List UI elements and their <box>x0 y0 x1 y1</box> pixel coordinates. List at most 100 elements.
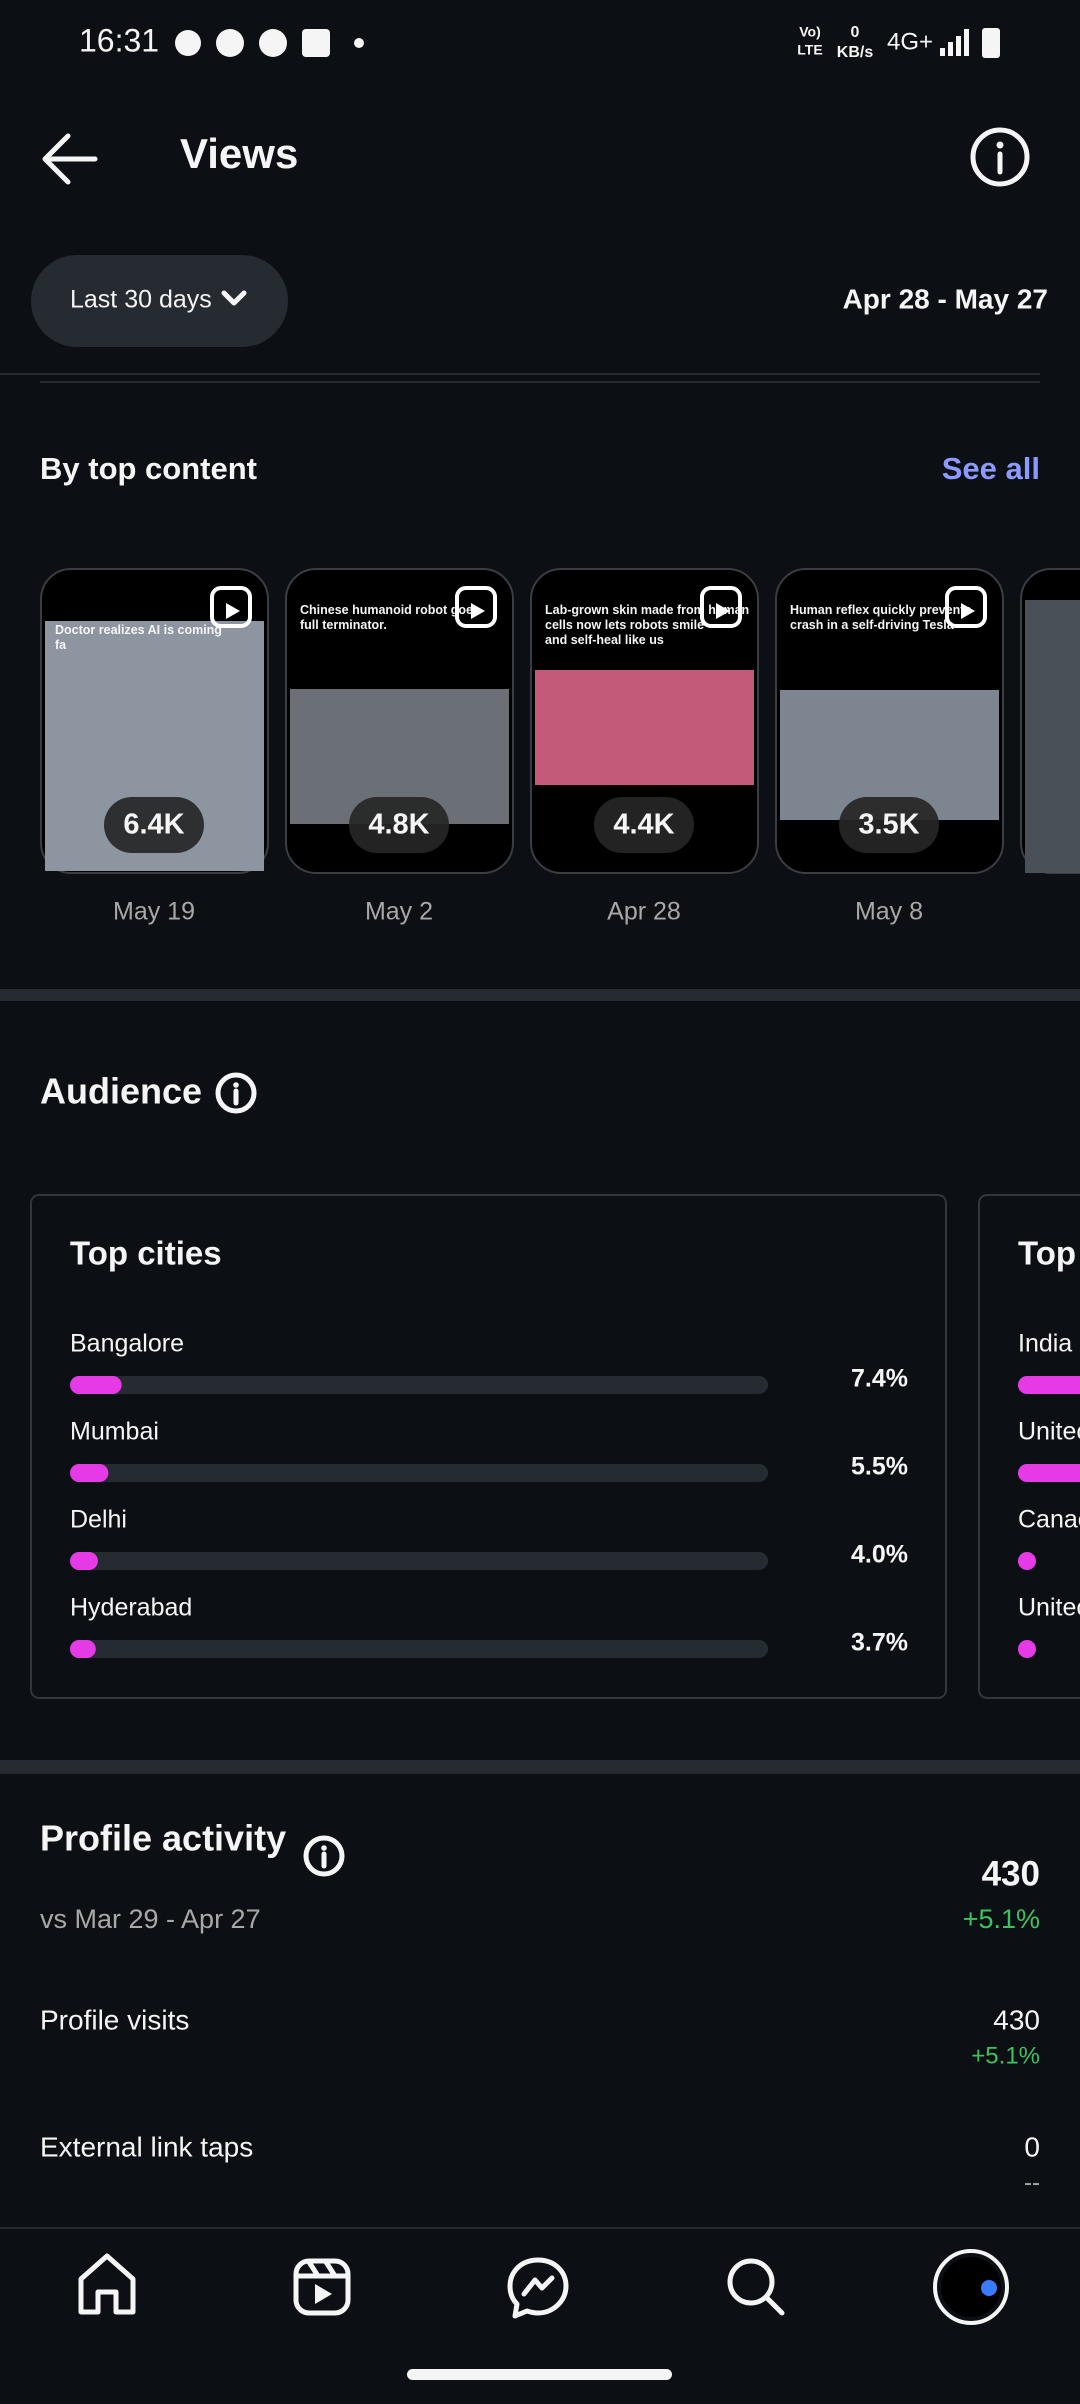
signal-battery <box>940 28 1000 58</box>
card-title: Top cities <box>70 1235 222 1272</box>
comparison-period: vs Mar 29 - Apr 27 <box>40 1904 261 1934</box>
bar <box>70 1552 98 1570</box>
view-badge <box>104 797 204 853</box>
section-separator <box>0 1760 1080 1774</box>
header-title: Views <box>180 130 298 177</box>
city-percent: 4.0% <box>851 1541 908 1569</box>
reel-icon <box>455 586 497 628</box>
bar <box>1018 1376 1080 1394</box>
info-button[interactable] <box>970 127 1030 187</box>
bar <box>70 1376 122 1394</box>
period-dropdown[interactable] <box>31 255 288 347</box>
view-count: 4.4K <box>613 809 674 841</box>
net-speed: 0 <box>851 24 860 41</box>
nav-messenger[interactable] <box>507 2257 569 2319</box>
city-percent: 5.5% <box>851 1453 908 1481</box>
back-button[interactable] <box>42 133 98 185</box>
reel-icon <box>716 603 730 619</box>
post-date: May 2 <box>365 898 433 926</box>
bar <box>70 1464 109 1482</box>
thumbnail-caption: Lab-grown skin made from human cells now … <box>545 603 749 647</box>
city-percent: 3.7% <box>851 1629 908 1657</box>
reel-icon <box>700 586 742 628</box>
post-date: May 19 <box>113 898 195 926</box>
activity-change: +5.1% <box>971 2042 1040 2069</box>
top-content-list: Doctor realizes AI is coming fa 6.4K May 19… <box>40 568 1080 926</box>
view-count: 6.4K <box>123 809 184 841</box>
second-card-list: India Unitec Canac Unitec <box>1018 1330 1080 1658</box>
divider <box>40 381 1040 383</box>
thumbnail-caption: Chinese humanoid robot goes full terminat… <box>300 603 480 632</box>
view-count: 3.5K <box>858 809 919 841</box>
net-speed-unit: KB/s <box>837 44 874 61</box>
view-count: 4.8K <box>368 809 429 841</box>
period-label: Last 30 days <box>70 286 212 314</box>
bar-track <box>70 1552 768 1570</box>
nav-home[interactable] <box>78 2253 136 2315</box>
post-date: Apr 28 <box>607 898 681 926</box>
activity-label: Profile visits <box>40 2004 189 2035</box>
audience-info-button[interactable] <box>215 1072 257 1114</box>
country-name: Unitec <box>1018 1418 1080 1446</box>
top-cities-list: Bangalore 7.4% Mumbai 5.5% Delhi 4.0% Hyderaba… <box>70 1330 908 1658</box>
post-date: May 8 <box>855 898 923 926</box>
profile-info-button[interactable] <box>303 1835 345 1877</box>
bar <box>1018 1552 1036 1570</box>
bar <box>1018 1640 1036 1658</box>
thumbnail-caption: Doctor realizes AI is coming fa <box>55 623 222 652</box>
activity-value: 430 <box>993 2004 1040 2035</box>
reel-icon <box>471 603 485 619</box>
city-name: Bangalore <box>70 1330 184 1358</box>
reel-icon <box>226 603 240 619</box>
country-name: Unitec <box>1018 1594 1080 1622</box>
home-indicator <box>407 2369 672 2380</box>
section-title: Audience <box>40 1071 202 1112</box>
nav-reels[interactable] <box>293 2258 351 2316</box>
section-title: By top content <box>40 451 257 486</box>
see-all-link[interactable]: See all <box>942 451 1040 486</box>
status-icons <box>175 29 364 57</box>
reel-icon <box>961 603 975 619</box>
reel-icon <box>945 586 987 628</box>
activity-value: 0 <box>1024 2131 1040 2162</box>
city-percent: 7.4% <box>851 1365 908 1393</box>
bar-track <box>70 1640 768 1658</box>
volte-top: Vo) <box>799 24 821 40</box>
activity-label: External link taps <box>40 2131 253 2162</box>
bar <box>70 1640 96 1658</box>
thumbnail-image <box>1025 600 1080 873</box>
thumbnail-image <box>535 670 754 785</box>
network-type: 4G+ <box>887 28 933 55</box>
country-name: India <box>1018 1330 1072 1358</box>
nav-profile[interactable] <box>933 2249 1009 2325</box>
profile-total: 430 <box>982 1854 1040 1893</box>
second-card <box>978 1194 1080 1699</box>
bar-track <box>70 1376 768 1394</box>
activity-change: -- <box>1024 2169 1040 2196</box>
section-separator <box>0 989 1080 1001</box>
divider <box>0 373 1040 375</box>
card-title: Top <box>1018 1235 1076 1272</box>
bar <box>1018 1464 1080 1482</box>
city-name: Delhi <box>70 1506 127 1534</box>
view-badge <box>349 797 449 853</box>
country-name: Canac <box>1018 1506 1080 1534</box>
reel-icon <box>210 586 252 628</box>
bar-track <box>70 1464 768 1482</box>
thumbnail-caption: Human reflex quickly prevents crash in a … <box>790 603 971 632</box>
activity-list: Profile visits 430 +5.1% External link taps… <box>40 2004 1040 2196</box>
profile-change: +5.1% <box>963 1904 1040 1934</box>
status-time: 16:31 <box>79 22 159 58</box>
view-badge <box>839 797 939 853</box>
top-cities-card <box>30 1194 947 1699</box>
volte-bottom: LTE <box>797 42 822 58</box>
city-name: Hyderabad <box>70 1594 192 1622</box>
section-title: Profile activity <box>40 1818 286 1859</box>
nav-border <box>0 2227 1080 2229</box>
view-badge <box>594 797 694 853</box>
date-range: Apr 28 - May 27 <box>843 283 1048 314</box>
nav-search[interactable] <box>727 2258 785 2316</box>
